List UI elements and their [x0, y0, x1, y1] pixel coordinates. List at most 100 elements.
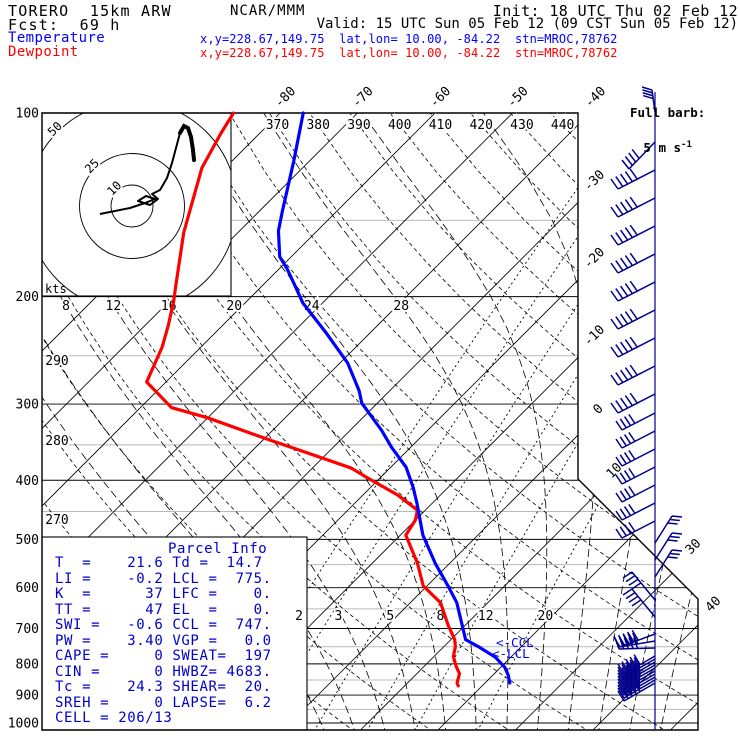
- plot-frame: [41, 112, 699, 731]
- pressure-tick-label: 500: [16, 533, 39, 548]
- mixing-ratio-label: 3: [334, 609, 342, 624]
- dry-adiabat-line: [108, 113, 698, 730]
- parcel-row: PW = 3.40 VGP = 0.0: [55, 632, 272, 649]
- dry-adiabat-line: [349, 113, 698, 730]
- parcel-info-title: Parcel Info: [168, 541, 268, 557]
- isotherm-line: [666, 113, 698, 730]
- mixing-ratio-label: 2: [295, 609, 303, 624]
- hodograph-trace-end: [178, 123, 196, 162]
- isotherm-line: [42, 113, 440, 730]
- wind-barb: [615, 412, 656, 431]
- parcel-row: SWI = -0.6 CCL = 747.: [55, 617, 272, 633]
- barb-legend-value: 5 m s-1: [643, 140, 692, 156]
- wind-barb: [610, 336, 656, 358]
- mixing-ratio-label: 12: [478, 609, 494, 624]
- isotherm-right-label: -30: [581, 167, 608, 194]
- wind-barb: [622, 571, 656, 601]
- wind-barb: [610, 280, 656, 302]
- wind-barb: [614, 637, 656, 650]
- parcel-row: Tc = 24.3 SHEAR= 20.: [55, 679, 272, 695]
- mixing-ratio-line: [310, 113, 698, 730]
- wind-barb: [654, 532, 683, 561]
- moist-adiabat-label: 20: [226, 299, 242, 314]
- moist-adiabat-line: [361, 113, 548, 730]
- moist-adiabat-line: [42, 113, 387, 730]
- parcel-info-table: T = 21.6 Td = 14.7 LI = -0.2 LCL = 775. K …: [55, 555, 272, 727]
- pressure-tick-label: 100: [16, 107, 39, 122]
- isotherm-right-label: 10: [604, 460, 626, 482]
- level-annotation: <-LCL: [492, 646, 530, 661]
- dry-adiabat-line: [429, 113, 698, 730]
- dry-adiabat-line: [42, 113, 440, 730]
- dewpoint-point-info: x,y=228.67,149.75 lat,lon= 10.00, -84.22…: [200, 46, 618, 60]
- valid-time: Valid: 15 UTC Sun 05 Feb 12 (09 CST Sun …: [316, 16, 738, 32]
- wind-barb: [610, 392, 656, 414]
- dry-adiabat-line: [389, 113, 698, 730]
- pressure-tick-label: 300: [16, 398, 39, 413]
- wind-barb: [617, 675, 656, 696]
- init-time: Init: 18 UTC Thu 02 Feb 12: [492, 2, 738, 20]
- wind-barb: [610, 196, 656, 218]
- isotherm-top-label: -40: [582, 84, 609, 111]
- isotherm-top-label: -80: [272, 84, 299, 111]
- parcel-row: CAPE = 0 SWEAT= 197: [55, 648, 272, 664]
- moist-adiabat-line: [628, 113, 698, 730]
- pressure-tick-label: 600: [16, 581, 39, 596]
- model-title: TORERO 15km ARW: [8, 2, 172, 20]
- wind-barb: [610, 168, 656, 190]
- parcel-row: T = 21.6 Td = 14.7: [55, 555, 263, 571]
- parcel-row: CELL = 206/13: [55, 710, 173, 726]
- moist-adiabat-line: [118, 113, 447, 730]
- dry-adiabat-top-label: 400: [388, 118, 411, 133]
- dry-adiabat-top-label: 410: [429, 118, 452, 133]
- wind-barb: [615, 502, 656, 521]
- center-name: NCAR/MMM: [230, 3, 306, 19]
- moist-adiabat-label: 8: [62, 299, 70, 314]
- wind-barb: [610, 308, 656, 330]
- hodograph-box: [41, 112, 232, 297]
- hodograph-units-label: kts: [45, 282, 67, 296]
- parcel-row: CIN = 0 HWBZ= 4683.: [55, 663, 272, 680]
- dry-adiabat-line: [148, 113, 698, 730]
- wind-barb: [615, 484, 656, 503]
- hodograph-rings: [42, 113, 231, 296]
- isotherm-top-label: -50: [504, 84, 531, 111]
- barb-legend: Full barb: 5 m s-1: [630, 85, 705, 175]
- wind-barb: [641, 86, 656, 113]
- pressure-tick-label: 1000: [8, 717, 39, 732]
- level-annotations: <-CCL<-LCL: [492, 635, 534, 661]
- isotherm-top-label: -60: [427, 84, 454, 111]
- dewpoint-legend-label: Dewpoint: [8, 44, 79, 60]
- isotherm-right-label: -10: [581, 322, 608, 349]
- isotherm-right-label: -20: [581, 245, 608, 272]
- dry-adiabat-top-label: 390: [347, 118, 370, 133]
- dewpoint-curve: [145, 111, 462, 688]
- dry-adiabat-top-label: 430: [510, 118, 533, 133]
- hodograph-ring: [79, 153, 185, 259]
- wind-barb: [615, 466, 656, 485]
- parcel-row: TT = 47 EL = 0.: [55, 601, 272, 618]
- isotherm-line: [433, 113, 698, 730]
- moist-adiabat-label: 12: [106, 299, 122, 314]
- pressure-tick-label: 200: [16, 290, 39, 305]
- wind-barb: [617, 678, 656, 699]
- sounding-curves: [145, 111, 512, 688]
- dry-adiabat-left-label: 280: [45, 434, 68, 449]
- pressure-tick-label: 900: [16, 689, 39, 704]
- isotherm-line: [42, 113, 517, 730]
- barb-legend-sup: -1: [681, 140, 692, 150]
- mixing-ratio-line: [411, 113, 698, 730]
- mixing-ratio-label: 8: [437, 609, 445, 624]
- isotherm-right-label: 30: [683, 536, 705, 558]
- parcel-row: LI = -0.2 LCL = 775.: [55, 570, 272, 587]
- wind-barb: [621, 141, 656, 170]
- dry-adiabat-top-label: 380: [306, 118, 329, 133]
- wind-barb-column: [610, 86, 683, 730]
- wind-barb: [622, 588, 656, 618]
- mixing-ratio-label: 5: [386, 609, 394, 624]
- wind-barb: [654, 515, 683, 544]
- moist-adiabat-line: [263, 113, 509, 730]
- moist-adiabat-line: [183, 113, 477, 730]
- dry-adiabat-top-label: 420: [469, 118, 492, 133]
